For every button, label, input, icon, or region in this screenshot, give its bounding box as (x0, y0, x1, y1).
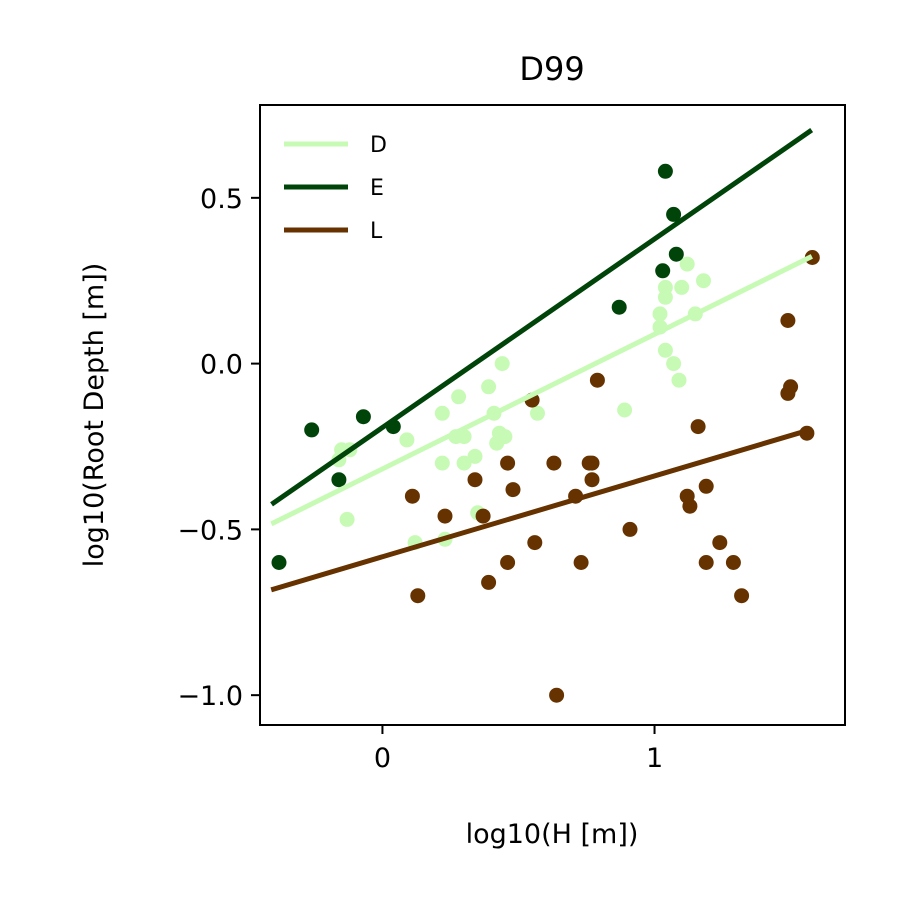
point-D-15 (481, 379, 497, 395)
y-tick-label-3: 0.5 (200, 184, 243, 215)
point-E-2 (331, 472, 347, 488)
point-L-21 (682, 498, 698, 514)
point-D-4 (399, 432, 415, 448)
point-D-26 (657, 289, 673, 305)
point-L-18 (589, 372, 605, 388)
point-L-8 (505, 482, 521, 498)
point-L-3 (467, 472, 483, 488)
point-D-22 (617, 402, 633, 418)
x-tick-label-0: 0 (374, 743, 391, 774)
point-D-27 (657, 342, 673, 358)
point-L-0 (404, 488, 420, 504)
point-E-8 (666, 206, 682, 222)
point-E-6 (655, 263, 671, 279)
point-L-23 (698, 478, 714, 494)
point-L-7 (500, 555, 516, 570)
point-D-7 (434, 455, 450, 471)
point-L-22 (690, 419, 706, 435)
point-L-28 (780, 313, 796, 328)
point-D-30 (674, 279, 690, 295)
y-tick-label-0: −1.0 (177, 681, 243, 712)
y-axis: −1.0 −0.5 0.0 0.5 (177, 184, 260, 712)
point-D-33 (696, 273, 711, 289)
point-E-1 (304, 422, 320, 438)
y-tick-label-2: 0.0 (200, 350, 243, 381)
point-L-30 (783, 379, 799, 395)
point-E-0 (271, 555, 287, 570)
point-D-13 (467, 448, 483, 464)
legend-label-D: D (370, 133, 387, 158)
point-L-6 (500, 455, 516, 471)
point-L-1 (410, 588, 426, 604)
point-D-24 (652, 306, 668, 322)
point-D-6 (434, 405, 450, 421)
point-L-2 (437, 508, 453, 524)
point-D-21 (530, 405, 545, 421)
x-tick-label-1: 1 (646, 743, 663, 774)
point-D-19 (497, 429, 513, 445)
point-L-14 (573, 555, 589, 570)
point-L-17 (584, 472, 600, 488)
point-E-9 (668, 246, 684, 262)
x-axis-label: log10(H [m]) (466, 819, 639, 850)
legend: DEL (284, 133, 387, 244)
fit-line-D (270, 254, 813, 527)
point-L-16 (584, 455, 600, 471)
point-D-10 (451, 389, 467, 405)
point-E-3 (355, 409, 371, 425)
point-L-4 (475, 508, 491, 524)
point-D-12 (456, 455, 472, 471)
point-L-12 (549, 687, 565, 703)
point-D-29 (671, 372, 687, 388)
point-L-26 (725, 555, 741, 570)
fit-line-E (270, 128, 814, 507)
axes-frame (259, 104, 846, 726)
chart-title: D99 (519, 50, 584, 88)
point-L-25 (712, 535, 728, 551)
point-D-31 (679, 256, 695, 272)
point-L-11 (546, 455, 562, 471)
legend-label-E: E (370, 176, 384, 201)
point-L-19 (622, 521, 638, 537)
plot-area (270, 128, 820, 703)
y-tick-label-1: −0.5 (177, 515, 243, 546)
point-L-10 (527, 535, 543, 551)
point-E-5 (611, 299, 627, 315)
y-axis-label: log10(Root Depth [m]) (79, 263, 110, 568)
point-L-27 (734, 588, 750, 604)
point-D-28 (666, 356, 682, 372)
point-E-7 (657, 163, 673, 179)
point-L-24 (698, 555, 714, 570)
point-L-5 (481, 574, 497, 590)
point-D-20 (494, 356, 510, 372)
legend-label-L: L (370, 219, 383, 244)
point-D-3 (339, 511, 355, 527)
fit-line-L (270, 426, 813, 593)
